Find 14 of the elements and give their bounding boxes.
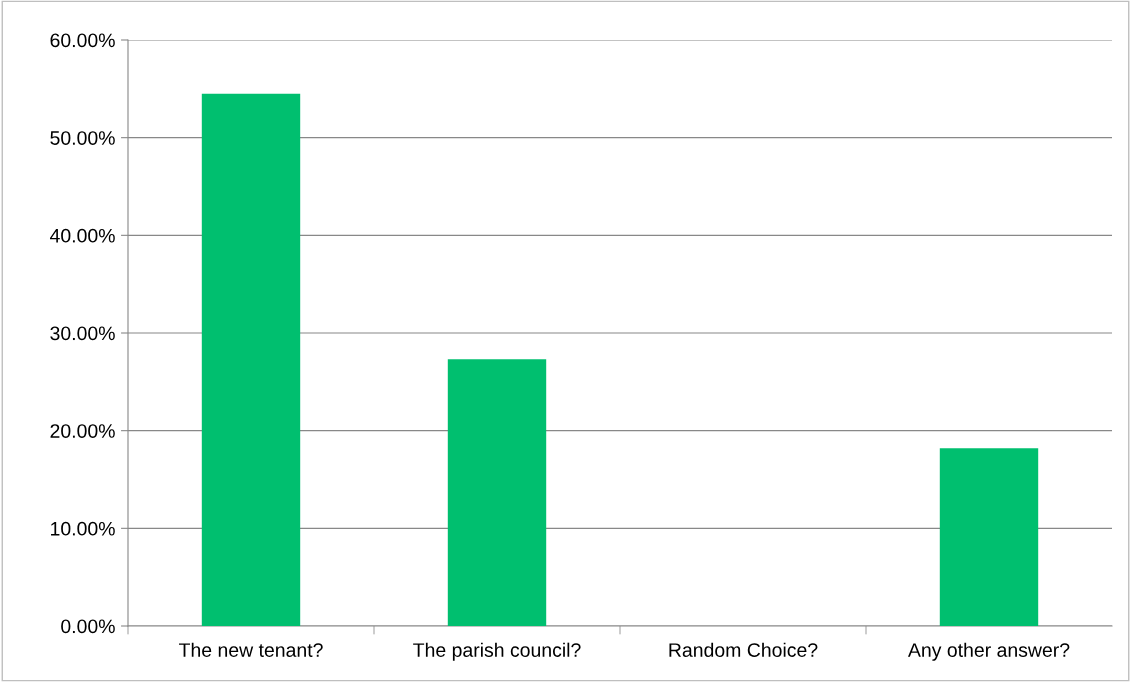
x-tick-label: Any other answer? [907, 642, 1070, 661]
bar [939, 448, 1039, 626]
y-tick-label: 0.00% [61, 619, 115, 634]
y-tick-label: 30.00% [50, 326, 115, 341]
y-tick-label: 50.00% [50, 131, 115, 145]
bar [201, 93, 301, 626]
x-tick-label: The new tenant? [179, 642, 323, 657]
x-tick-label: Random Choice? [669, 642, 818, 657]
x-tick-label: The parish council? [413, 642, 581, 661]
bar [447, 359, 547, 626]
y-tick-label: 40.00% [50, 228, 115, 243]
y-tick-label: 60.00% [50, 33, 115, 48]
y-tick-label: 10.00% [51, 521, 115, 536]
y-tick-label: 20.00% [50, 424, 115, 438]
